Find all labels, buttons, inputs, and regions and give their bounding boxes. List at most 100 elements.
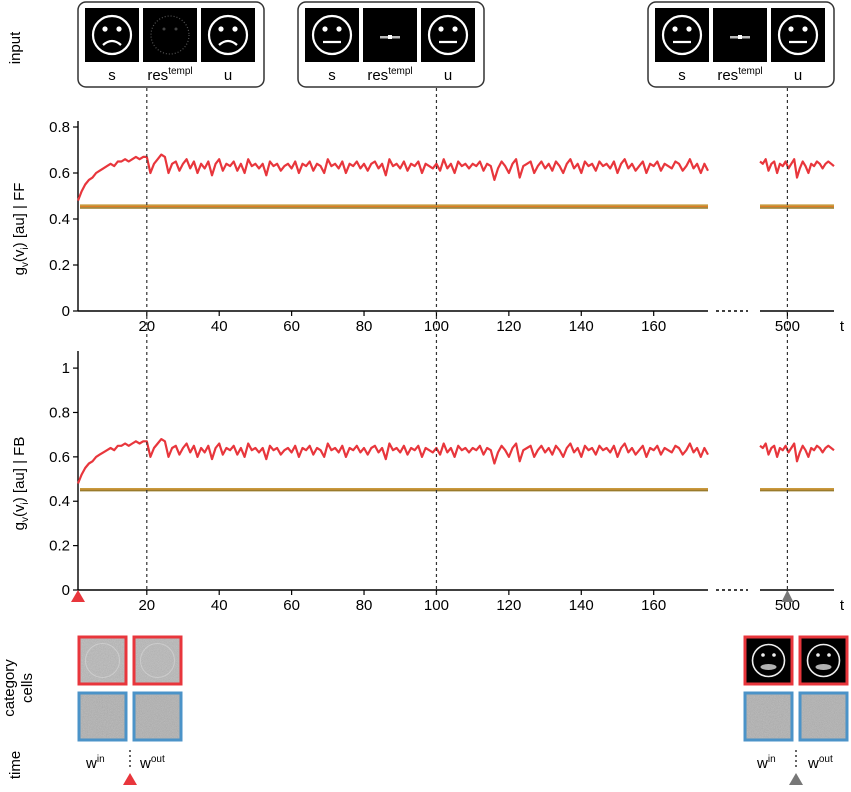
eye-icon — [162, 27, 166, 31]
neutral-face-icon — [427, 14, 469, 56]
x-axis-label: t — [840, 318, 845, 335]
input-image-label: s — [108, 67, 116, 84]
input-image-label: restempl — [147, 66, 192, 84]
x-tick-label: 40 — [211, 597, 228, 614]
eye-icon — [322, 26, 328, 32]
red-series-line — [76, 153, 709, 202]
x-tick-label: 140 — [569, 597, 594, 614]
time-marker-gray-icon — [781, 590, 794, 602]
mouth-center-icon — [388, 35, 392, 39]
input-image-label: u — [224, 67, 232, 84]
time-marker-red-icon — [71, 590, 85, 602]
neutral-face-icon — [661, 14, 703, 56]
y-axis-label: gv(vi) [au] | FB — [11, 437, 31, 531]
x-tick-label: 40 — [211, 318, 228, 335]
eye-icon — [686, 26, 692, 32]
row-label-category: category — [1, 659, 18, 717]
row-label-input: input — [7, 31, 24, 64]
faint-face-icon — [140, 643, 175, 678]
eye-icon — [336, 26, 342, 32]
input-panels: s restempl u s restempl u s restempl u — [77, 1, 835, 88]
x-tick-label: 60 — [283, 318, 300, 335]
eye-icon — [452, 26, 458, 32]
input-image-label: restempl — [367, 66, 412, 84]
cell-noise — [802, 695, 845, 738]
eye-icon — [788, 26, 794, 32]
cell-noise — [81, 695, 124, 738]
eye-icon — [116, 26, 122, 32]
row-label-cells: cells — [19, 673, 36, 703]
neutral-face-icon — [777, 14, 819, 56]
x-tick-label: 160 — [641, 318, 666, 335]
input-panel: s restempl u — [647, 1, 835, 88]
mouth-icon — [102, 39, 122, 46]
eye-icon — [232, 26, 238, 32]
input-image-label: restempl — [717, 66, 762, 84]
x-tick-label: 80 — [356, 318, 373, 335]
y-tick-label: 0.4 — [49, 493, 70, 510]
input-image — [143, 8, 197, 62]
cell-noise — [136, 695, 179, 738]
y-tick-label: 0.8 — [49, 404, 70, 421]
label-wout-left: wout — [139, 754, 165, 772]
cell-noise — [81, 639, 124, 682]
label-win-right: win — [756, 754, 776, 772]
guide-lines — [71, 88, 794, 602]
x-tick-label: 500 — [775, 318, 800, 335]
frown-face-icon — [91, 14, 133, 56]
category-cells-left: win wout — [77, 635, 183, 785]
eye-icon — [174, 27, 178, 31]
category-cells-right: win wout — [743, 635, 849, 785]
eye-icon — [438, 26, 444, 32]
eye-icon — [218, 26, 224, 32]
time-marker-gray-icon — [789, 773, 803, 785]
y-tick-label: 1 — [62, 360, 70, 377]
input-image-label: u — [794, 67, 802, 84]
x-axis-label: t — [840, 597, 845, 614]
y-tick-label: 0 — [62, 303, 70, 320]
y-tick-label: 0.4 — [49, 211, 70, 228]
eye-icon — [672, 26, 678, 32]
y-tick-label: 0.8 — [49, 119, 70, 136]
time-marker-red-icon — [123, 773, 137, 785]
x-tick-label: 80 — [356, 597, 373, 614]
cell-noise — [136, 639, 179, 682]
eye-icon — [802, 26, 808, 32]
neutral-face-icon — [311, 14, 353, 56]
x-tick-label: 160 — [641, 597, 666, 614]
x-tick-label: 60 — [283, 597, 300, 614]
frown-face-icon — [806, 643, 841, 678]
frown-face-icon — [207, 14, 249, 56]
input-image-label: s — [328, 67, 336, 84]
label-win-left: win — [85, 754, 105, 772]
y-tick-label: 0.6 — [49, 449, 70, 466]
x-tick-label: 500 — [775, 597, 800, 614]
x-tick-label: 100 — [424, 597, 449, 614]
input-image-label: s — [678, 67, 686, 84]
faint-face-icon — [85, 643, 120, 678]
x-tick-label: 20 — [138, 318, 155, 335]
chart-ff: 0 0.2 0.4 0.6 0.8 20 40 60 80 100 120 140 160 500 t gv(… — [11, 119, 845, 335]
cell-noise — [747, 695, 790, 738]
frown-face-icon — [751, 643, 786, 678]
row-label-time: time — [7, 751, 24, 779]
red-series-line-break — [759, 442, 835, 463]
input-image-label: u — [444, 67, 452, 84]
eye-icon — [102, 26, 108, 32]
red-series-line-break — [759, 158, 835, 179]
x-tick-label: 20 — [138, 597, 155, 614]
input-panel: s restempl u — [297, 1, 485, 88]
y-tick-label: 0 — [62, 582, 70, 599]
noise-face-icon — [150, 15, 190, 55]
mouth-icon — [218, 39, 238, 46]
y-tick-label: 0.2 — [49, 257, 70, 274]
x-tick-label: 120 — [496, 318, 521, 335]
x-tick-label: 120 — [496, 597, 521, 614]
x-tick-label: 100 — [424, 318, 449, 335]
y-axis-label: gv(vi) [au] | FF — [11, 183, 31, 276]
input-panel: s restempl u — [77, 1, 265, 88]
y-tick-label: 0.2 — [49, 538, 70, 555]
y-tick-label: 0.6 — [49, 165, 70, 182]
